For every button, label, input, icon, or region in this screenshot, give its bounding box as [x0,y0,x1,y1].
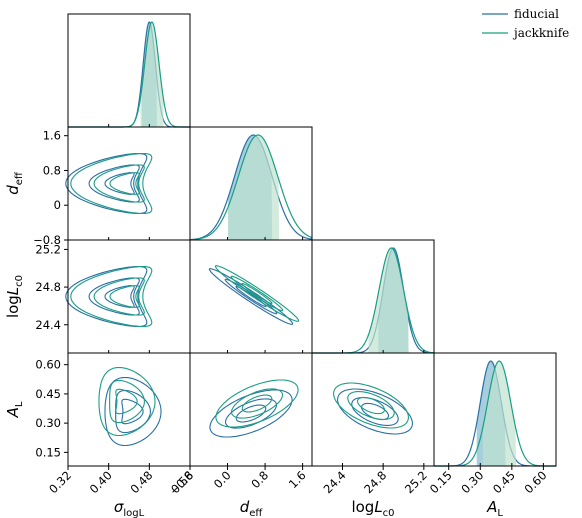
contour-fiducial-level-2 [224,278,278,315]
marginal-band-jackknife-sigma [140,22,164,127]
legend: fiducial jackknife [482,7,569,40]
contour-fiducial-level-1 [208,268,294,325]
legend-label-fiducial: fiducial [514,7,559,21]
contour-jackknife-level-2 [109,379,145,424]
contour-fiducial-level-3 [121,398,144,425]
contour-panel-logLc0-deff [189,239,313,354]
contour-jackknife-level-1 [70,152,153,215]
marginal-AL [433,352,557,467]
x-tick-label: 0.0 [211,468,234,491]
y-tick-label: 0.8 [43,163,61,177]
panels: 0.32 0.40 0.48 0.56−0.8 0.0 0.8 1.6 24.4 24.8 25.… [33,13,557,498]
panel-frame [67,13,191,128]
axis-label-sigma: σlogL [114,498,145,518]
contour-fiducial-level-3 [235,404,267,423]
axis-labels: σlogL deff logLc0 AL deff logLc0 AL [4,171,503,518]
marginal-logLc0 [311,239,435,354]
panel-frame [189,239,313,354]
contour-fiducial-level-3 [104,285,135,308]
x-tick-label: 0.48 [127,468,155,496]
contour-fiducial-level-3 [104,172,135,195]
contour-fiducial-level-2 [88,277,140,316]
contour-jackknife-level-1 [70,265,153,328]
axis-label-logLc0: logLc0 [351,498,394,518]
contour-jackknife-level-2 [93,164,145,203]
axis-label-AL: AL [486,498,503,518]
x-tick-label: 0.60 [521,468,549,496]
x-tick-label: 0.8 [248,468,271,491]
contour-fiducial-level-2 [224,398,278,429]
axis-label-deff: deff [4,171,25,195]
marginal-sigma [67,13,191,128]
contour-fiducial-level-1 [65,265,148,328]
contour-jackknife-level-3 [241,394,273,413]
marginal-curve-fiducial-sigma [68,21,190,128]
contour-jackknife-level-2 [93,277,145,316]
x-tick-label: 1.6 [286,468,309,491]
contour-fiducial-level-1 [104,376,162,447]
y-tick-label: 0.30 [35,416,61,430]
marginal-band-jackknife-deff [228,135,280,240]
contour-jackknife-level-3 [241,282,273,305]
contour-panel-AL-sigma [67,352,191,467]
x-tick-label: 0.40 [87,468,115,496]
axis-label-AL: AL [4,401,25,418]
marginal-curve-fiducial-deff [189,134,313,241]
x-tick-label: 25.2 [402,468,430,496]
contour-fiducial-level-3 [235,285,267,308]
y-tick-label: 0 [54,198,61,212]
marginal-deff [189,126,313,241]
contour-jackknife-level-1 [215,379,299,428]
contour-fiducial-level-2 [115,389,151,434]
panel-frame [311,352,435,467]
contour-jackknife-level-3 [115,388,138,415]
y-tick-label: 0.15 [35,445,61,459]
contour-panel-AL-logLc0 [311,352,435,467]
legend-label-jackknife: jackknife [512,26,569,40]
contour-fiducial-level-2 [351,397,399,426]
contour-panel-AL-deff [189,352,313,467]
contour-jackknife-level-1 [333,382,409,429]
y-tick-label: 1.6 [43,129,61,143]
axis-label-deff: deff [240,498,264,518]
panel-frame [67,126,191,241]
contour-jackknife-level-1 [98,366,156,437]
x-tick-label: −0.8 [166,468,196,498]
x-tick-label: 24.4 [321,468,349,496]
x-tick-label: 0.30 [458,468,486,496]
contour-jackknife-level-1 [214,265,300,322]
y-tick-label: 0.45 [35,387,61,401]
contour-jackknife-level-3 [356,396,386,415]
contour-jackknife-level-2 [230,388,284,419]
contour-jackknife-level-3 [109,172,140,195]
axis-label-logLc0: logLc0 [4,275,25,318]
x-tick-label: 0.15 [427,468,455,496]
contour-fiducial-level-2 [88,164,140,203]
marginal-curve-jackknife-sigma [68,21,190,128]
y-tick-label: 24.8 [35,280,61,294]
panel-frame [67,239,191,354]
contour-panel-deff-sigma [65,126,191,241]
contour-jackknife-level-2 [230,275,284,312]
contour-fiducial-level-1 [337,388,413,435]
contour-jackknife-level-2 [347,391,395,420]
contour-fiducial-level-1 [65,152,148,215]
marginal-curve-jackknife-deff [189,134,313,241]
x-tick-label: 0.45 [490,468,518,496]
marginal-band-jackknife-logLc0 [368,248,409,353]
contour-jackknife-level-3 [109,285,140,308]
y-tick-label: 24.4 [35,318,61,332]
x-tick-label: 0.32 [46,468,74,496]
y-tick-label: −0.8 [33,233,61,247]
contour-panel-logLc0-sigma [65,239,191,354]
panel-frame [189,352,313,467]
y-tick-label: 25.2 [35,242,61,256]
y-tick-label: 0.60 [35,358,61,372]
contour-fiducial-level-1 [209,389,293,438]
x-tick-label: 24.8 [361,468,389,496]
